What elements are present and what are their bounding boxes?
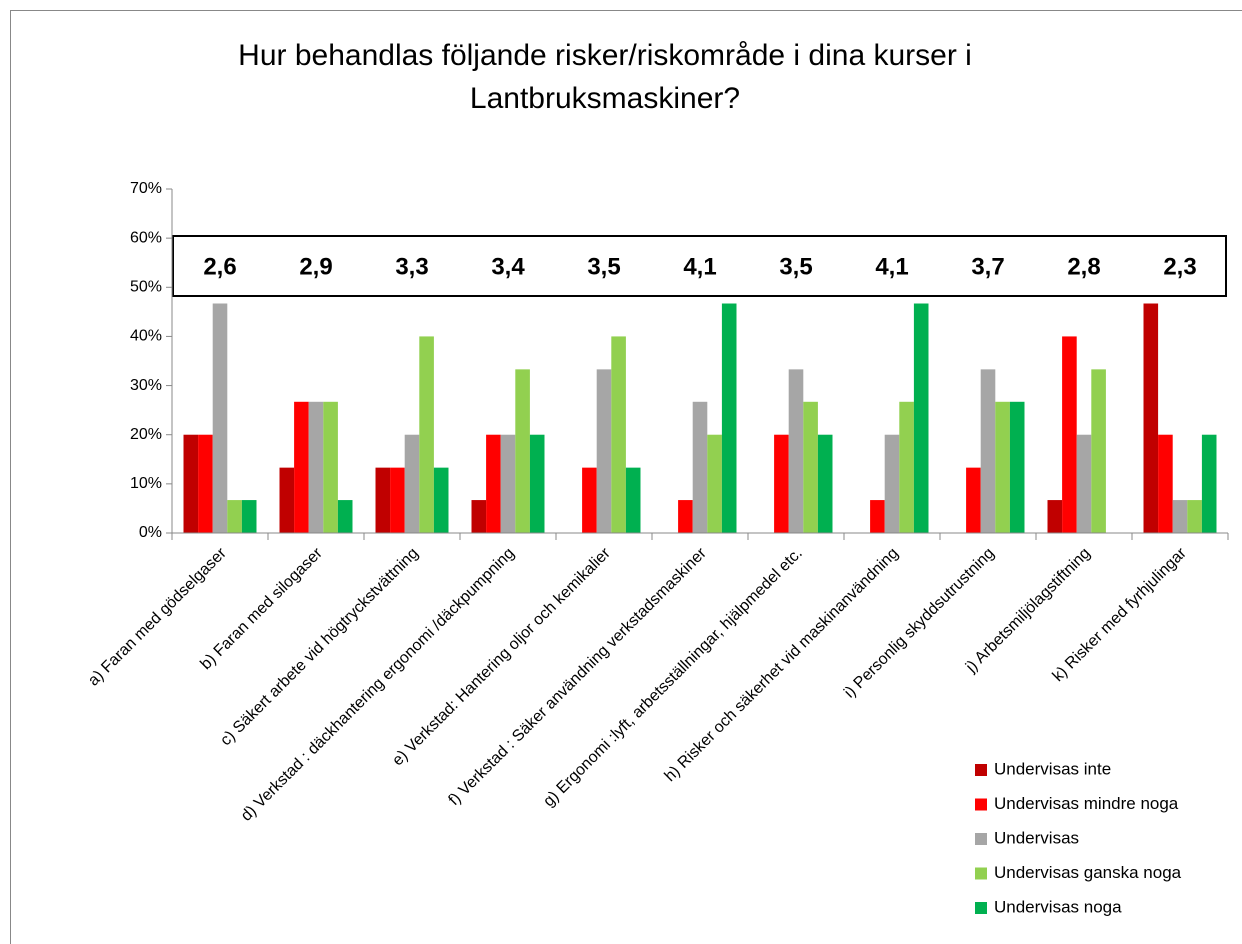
annotation: 4,1: [683, 253, 716, 280]
annotation: 3,5: [587, 253, 620, 280]
y-tick-label: 70%: [130, 180, 162, 197]
bar: [707, 434, 722, 533]
bar: [980, 369, 996, 533]
bar: [486, 434, 501, 533]
bar: [1143, 303, 1159, 533]
legend-swatch: [975, 764, 987, 776]
chart-title: Lantbruksmaskiner?: [470, 82, 740, 115]
bar: [1091, 369, 1106, 533]
chart-border: [10, 10, 1242, 944]
bar: [471, 500, 487, 533]
bar: [596, 369, 612, 533]
bar: [212, 303, 228, 533]
bar: [529, 434, 545, 533]
annotation: 3,7: [971, 253, 1004, 280]
chart-title: Hur behandlas följande risker/riskområde…: [238, 39, 972, 72]
annotation-box: [172, 235, 1227, 297]
bar: [433, 467, 449, 533]
y-tick-label: 40%: [130, 328, 162, 345]
annotation: 4,1: [875, 253, 908, 280]
y-tick-label: 50%: [130, 279, 162, 296]
y-tick-label: 60%: [130, 229, 162, 246]
legend-label: Undervisas noga: [994, 897, 1122, 916]
bar: [294, 401, 309, 533]
bar: [1187, 500, 1202, 533]
bar: [966, 467, 981, 533]
bar: [375, 467, 391, 533]
bar: [1009, 401, 1025, 533]
y-tick-label: 20%: [130, 426, 162, 443]
y-tick-label: 30%: [130, 377, 162, 394]
bar: [1158, 434, 1173, 533]
bar: [279, 467, 295, 533]
bar: [1076, 434, 1092, 533]
bar: [198, 434, 213, 533]
legend-label: Undervisas mindre noga: [994, 794, 1179, 813]
legend-swatch: [975, 902, 987, 914]
legend-label: Undervisas: [994, 828, 1079, 847]
bar: [625, 467, 641, 533]
bar: [1062, 336, 1077, 533]
annotation: 3,4: [491, 253, 525, 280]
annotation: 2,9: [299, 253, 332, 280]
x-tick-label: e) Verkstad: Hantering oljor och kemikal…: [389, 544, 614, 769]
bar: [390, 467, 405, 533]
bar: [1172, 500, 1188, 533]
y-tick-label: 10%: [130, 475, 162, 492]
legend-swatch: [975, 867, 987, 880]
bar: [913, 303, 929, 533]
bar: [870, 500, 885, 533]
bar: [678, 500, 693, 533]
bar: [337, 500, 353, 533]
bar: [419, 336, 434, 533]
bar: [1047, 500, 1063, 533]
annotation: 3,3: [395, 253, 428, 280]
bar: [308, 401, 324, 533]
bar: [404, 434, 420, 533]
bar: [803, 401, 818, 533]
x-tick-label: i) Personlig skyddsutrustning: [841, 545, 998, 702]
bar: [183, 434, 199, 533]
bar: [788, 369, 804, 533]
bar: [995, 401, 1010, 533]
bar: [1201, 434, 1217, 533]
bar: [692, 401, 708, 533]
y-tick-label: 0%: [139, 524, 162, 541]
x-tick-label: c) Säkert arbete vid högtryckstvättning: [217, 545, 421, 749]
annotation: 2,3: [1163, 253, 1196, 280]
bar: [721, 303, 737, 533]
bar: [241, 500, 257, 533]
bar: [582, 467, 597, 533]
bar: [884, 434, 900, 533]
annotation: 3,5: [779, 253, 812, 280]
bar: [227, 500, 242, 533]
bar: [323, 401, 338, 533]
bar: [774, 434, 789, 533]
legend-label: Undervisas ganska noga: [994, 863, 1182, 882]
bar: [611, 336, 626, 533]
annotation: 2,8: [1067, 253, 1100, 280]
bar: [817, 434, 833, 533]
bar: [500, 434, 516, 533]
bar: [899, 401, 914, 533]
annotation: 2,6: [203, 253, 236, 280]
legend-swatch: [975, 833, 987, 845]
bar: [515, 369, 530, 533]
legend-swatch: [975, 798, 987, 811]
legend-label: Undervisas inte: [994, 759, 1111, 778]
